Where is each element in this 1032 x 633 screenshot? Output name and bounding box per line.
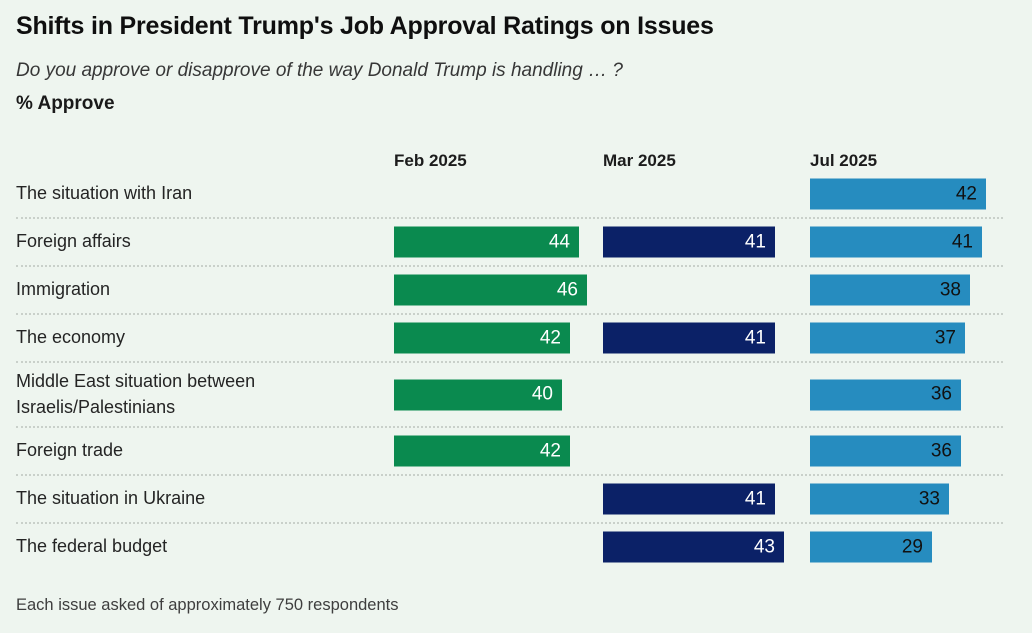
bar-jul-2025-the-situation-in-ukraine: 33 [810, 483, 949, 515]
issue-row-foreign-trade: Foreign trade 42 36 [16, 426, 1003, 474]
bar-feb-2025-immigration: 46 [394, 274, 587, 306]
bar-jul-2025-foreign-affairs: 41 [810, 226, 982, 258]
chart-subtitle: Do you approve or disapprove of the way … [16, 60, 623, 81]
bar-feb-2025-foreign-affairs: 44 [394, 226, 579, 258]
bar-mar-2025-the-economy: 41 [603, 322, 775, 354]
bar-value-label: 41 [744, 231, 766, 252]
bar-value-label: 38 [939, 279, 961, 300]
column-header-mar-2025: Mar 2025 [603, 151, 676, 170]
measure-label: % Approve [16, 93, 115, 114]
bar-value-label: 42 [539, 440, 561, 462]
bar-value-label: 46 [556, 279, 578, 300]
issue-label: The federal budget [16, 536, 168, 557]
issue-label: Foreign trade [16, 440, 124, 461]
issue-label: Immigration [16, 279, 111, 300]
bar-mar-2025-the-federal-budget: 43 [603, 531, 784, 563]
chart-title: Shifts in President Trump's Job Approval… [16, 12, 714, 40]
issue-row-the-federal-budget: The federal budget 43 29 [16, 522, 1003, 570]
bar-value-label: 44 [548, 231, 570, 252]
bar-mar-2025-foreign-affairs: 41 [603, 226, 775, 258]
bar-value-label: 41 [951, 231, 973, 252]
issue-label: Foreign affairs [16, 231, 131, 252]
bar-value-label: 40 [531, 383, 553, 405]
issue-row-the-economy: The economy 42 41 37 [16, 313, 1003, 361]
issue-label: The economy [16, 327, 126, 348]
bar-value-label: 36 [930, 383, 952, 405]
issue-row-the-situation-in-ukraine: The situation in Ukraine 41 33 [16, 474, 1003, 522]
issue-label: The situation with Iran [16, 183, 193, 204]
bar-value-label: 37 [934, 327, 956, 348]
bar-jul-2025-immigration: 38 [810, 274, 970, 306]
column-header-jul-2025: Jul 2025 [810, 151, 878, 170]
issue-label: The situation in Ukraine [16, 488, 206, 509]
bar-jul-2025-the-situation-with-iran: 42 [810, 178, 986, 210]
footnote: Each issue asked of approximately 750 re… [16, 596, 399, 615]
issue-row-immigration: Immigration 46 38 [16, 265, 1003, 313]
bar-jul-2025-the-economy: 37 [810, 322, 965, 354]
bar-value-label: 42 [539, 327, 561, 348]
bar-value-label: 36 [930, 440, 952, 462]
bar-mar-2025-the-situation-in-ukraine: 41 [603, 483, 775, 515]
column-headers: Feb 2025 Mar 2025 Jul 2025 [16, 145, 1003, 171]
bar-jul-2025-the-federal-budget: 29 [810, 531, 932, 563]
issue-row-foreign-affairs: Foreign affairs 44 41 41 [16, 217, 1003, 265]
bar-value-label: 43 [753, 536, 775, 558]
bar-value-label: 42 [955, 183, 977, 204]
bar-value-label: 29 [901, 536, 923, 558]
bar-value-label: 41 [744, 488, 766, 510]
bar-value-label: 33 [918, 488, 940, 510]
issue-row-middle-east-situation-between-israelis-palestinians: Middle East situation between Israelis/P… [16, 361, 1003, 426]
bar-jul-2025-foreign-trade: 36 [810, 435, 961, 467]
bar-feb-2025-foreign-trade: 42 [394, 435, 570, 467]
bar-value-label: 41 [744, 327, 766, 348]
issue-label: Middle East situation between Israelis/P… [16, 371, 256, 417]
bar-feb-2025-middle-east-situation-between-israelis-palestinians: 40 [394, 379, 562, 411]
bar-feb-2025-the-economy: 42 [394, 322, 570, 354]
issue-row-the-situation-with-iran: The situation with Iran 42 [16, 171, 1003, 217]
bar-jul-2025-middle-east-situation-between-israelis-palestinians: 36 [810, 379, 961, 411]
column-header-feb-2025: Feb 2025 [394, 151, 467, 170]
chart-rows: The situation with Iran 42 Foreign affairs… [16, 171, 1003, 570]
